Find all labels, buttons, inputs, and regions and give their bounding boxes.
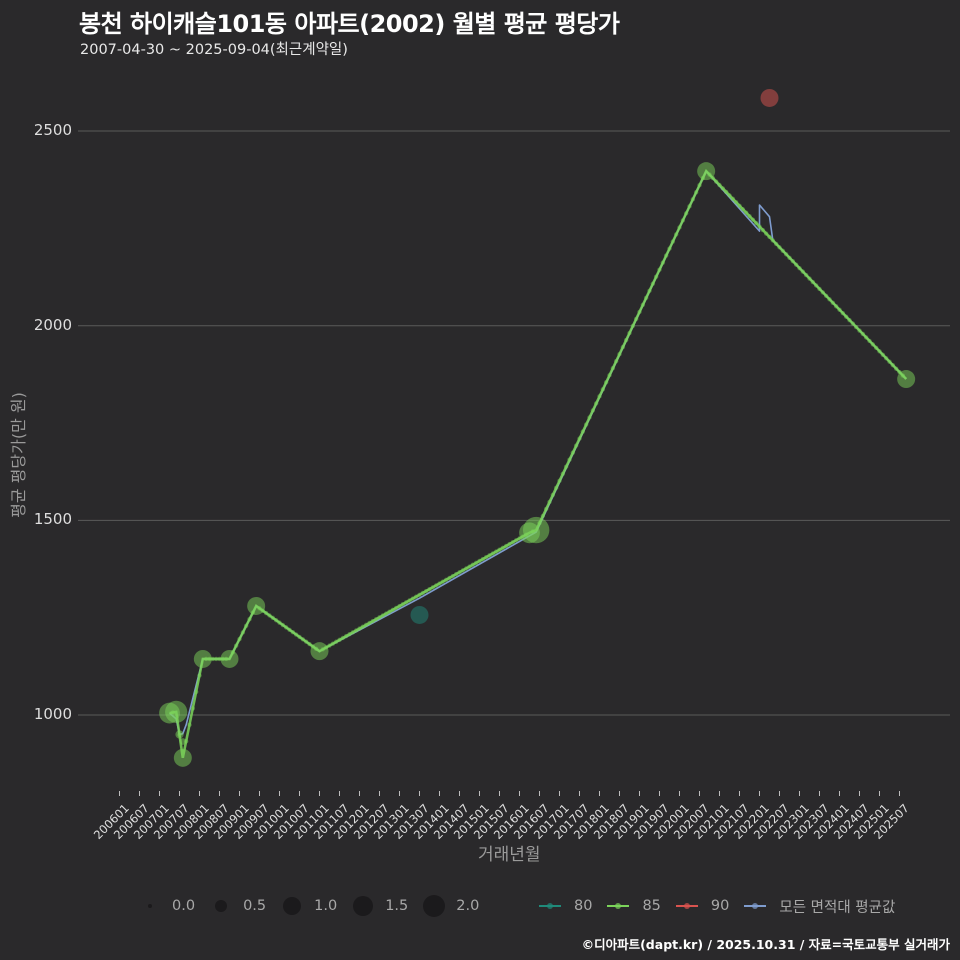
size-legend-label: 0.5 — [243, 898, 267, 914]
series-80 — [410, 605, 429, 624]
y-axis-label: 평균 평당가(만 원) — [9, 392, 28, 518]
data-point — [173, 748, 192, 767]
y-tick-label: 1000 — [33, 705, 72, 723]
color-legend-label: 85 — [642, 898, 661, 914]
color-legend-label: 90 — [710, 898, 730, 914]
x-axis-label: 거래년월 — [478, 845, 541, 865]
size-legend-circle-icon — [353, 896, 374, 916]
size-legend-label: 2.0 — [456, 898, 480, 914]
y-tick-label: 2500 — [33, 121, 72, 140]
color-legend: 80 85 90 모든 면적대 평균값 — [538, 894, 909, 918]
y-tick-label: 2000 — [33, 315, 72, 334]
size-legend-item: 0.0 — [138, 894, 195, 918]
color-legend-item: 85 — [606, 894, 661, 918]
series-average-line — [168, 170, 907, 736]
size-legend-label: 0.0 — [172, 898, 196, 914]
size-legend-item: 1.0 — [280, 894, 337, 918]
series-90 — [760, 88, 779, 107]
color-legend-item: 80 — [538, 894, 592, 918]
gridlines — [78, 130, 950, 716]
legend-line-marker-icon — [539, 903, 561, 909]
data-point — [310, 642, 329, 661]
legend-line-marker-icon — [744, 903, 767, 909]
footer-credit: ©디아파트(dapt.kr) / 2025.10.31 / 자료=국토교통부 실… — [581, 937, 950, 952]
size-legend-circle-icon — [423, 895, 446, 917]
color-legend-item: 모든 면적대 평균값 — [743, 894, 895, 918]
data-point — [897, 370, 916, 389]
size-legend-item: 2.0 — [422, 894, 479, 918]
size-legend: 0.0 0.5 1.0 1.5 2.0 — [138, 894, 493, 918]
data-point — [175, 730, 184, 739]
legend-line-marker-icon — [675, 903, 698, 909]
chart-subtitle: 2007-04-30 ~ 2025-09-04(최근계약일) — [80, 42, 348, 58]
data-point — [179, 738, 187, 745]
data-point — [697, 162, 716, 181]
color-legend-label: 모든 면적대 평균값 — [779, 899, 896, 916]
x-tick-marks — [119, 791, 900, 796]
size-legend-item: 1.5 — [351, 894, 408, 918]
size-legend-circle-icon — [148, 904, 152, 908]
data-point — [247, 596, 266, 615]
data-point — [193, 649, 212, 668]
data-point — [522, 516, 550, 544]
y-tick-label: 1500 — [33, 510, 72, 529]
size-legend-label: 1.0 — [314, 898, 338, 914]
size-legend-item: 0.5 — [209, 894, 266, 918]
size-legend-circle-icon — [283, 897, 302, 915]
size-legend-label: 1.5 — [385, 898, 409, 914]
series-85 — [159, 162, 916, 767]
legend-line-marker-icon — [607, 903, 630, 909]
chart-title: 봉천 하이캐슬101동 아파트(2002) 월별 평균 평당가 — [79, 10, 620, 38]
color-legend-label: 80 — [574, 898, 593, 914]
color-legend-item: 90 — [675, 894, 729, 918]
data-point — [220, 649, 239, 668]
size-legend-circle-icon — [215, 900, 228, 912]
data-point — [165, 700, 188, 723]
